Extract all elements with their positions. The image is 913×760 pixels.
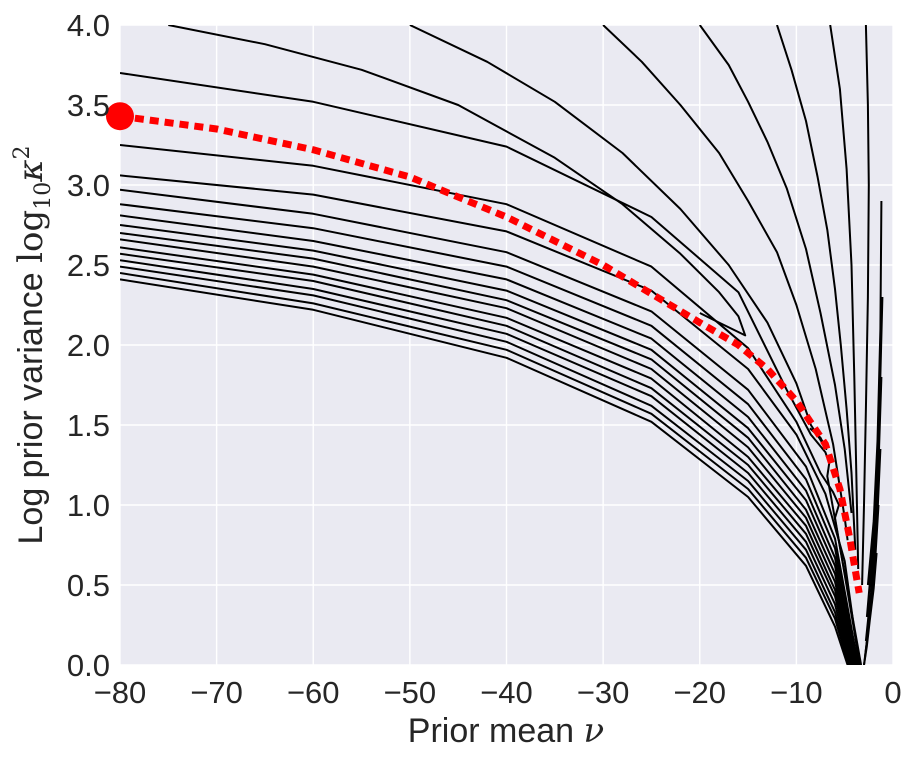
y-tick-label-2: 1.0 bbox=[67, 488, 110, 523]
contour-upper-12 bbox=[863, 552, 878, 665]
y-tick-label-6: 3.0 bbox=[67, 168, 110, 203]
y-axis-log-subscript: 10 bbox=[31, 182, 56, 210]
x-axis-label-text: Prior mean bbox=[408, 712, 574, 750]
x-tick-label-5: −30 bbox=[577, 675, 630, 710]
contour-lower-11 bbox=[120, 188, 860, 665]
y-tick-label-5: 2.5 bbox=[67, 248, 110, 283]
contour-upper-5 bbox=[829, 25, 860, 570]
contour-upper-3 bbox=[698, 25, 853, 514]
y-tick-label-4: 2.0 bbox=[67, 328, 110, 363]
contour-upper-8 bbox=[865, 296, 884, 618]
contour-upper-9 bbox=[864, 376, 883, 642]
y-axis-superscript: 2 bbox=[10, 145, 35, 159]
contour-lower-9 bbox=[120, 214, 858, 665]
ridge-layer bbox=[106, 102, 863, 594]
contour-lower-2 bbox=[120, 265, 851, 665]
x-axis-label: Prior mean ν bbox=[408, 711, 604, 751]
contour-lower-4 bbox=[120, 252, 853, 665]
y-tick-label-3: 1.5 bbox=[67, 408, 110, 443]
y-tick-labels: 0.0 0.5 1.0 1.5 2.0 2.5 3.0 3.5 4.0 bbox=[67, 8, 110, 683]
contour-upper-4 bbox=[776, 25, 857, 550]
y-tick-label-1: 0.5 bbox=[67, 568, 110, 603]
y-tick-label-0: 0.0 bbox=[67, 648, 110, 683]
x-tick-label-6: −20 bbox=[673, 675, 726, 710]
gridlines bbox=[119, 24, 894, 666]
contour-lower-14 bbox=[120, 72, 863, 665]
start-marker bbox=[106, 102, 134, 131]
contour-lower-3 bbox=[120, 259, 852, 665]
contour-lower-10 bbox=[120, 203, 859, 665]
contour-lower-7 bbox=[120, 232, 856, 665]
contour-upper-6 bbox=[861, 25, 870, 586]
x-tick-labels: −80 −70 −60 −50 −40 −30 −20 −10 0 bbox=[94, 675, 902, 710]
x-tick-label-8: 0 bbox=[884, 675, 901, 710]
x-tick-label-2: −60 bbox=[287, 675, 340, 710]
x-axis-symbol: ν bbox=[584, 711, 605, 751]
contour-lower-6 bbox=[120, 238, 855, 665]
y-axis-label-text: Log prior variance bbox=[12, 272, 50, 544]
contour-lower-0 bbox=[120, 278, 849, 665]
contour-lower-8 bbox=[120, 224, 857, 665]
x-tick-label-7: −10 bbox=[770, 675, 823, 710]
y-axis-label: Log prior variance log10κ2 bbox=[10, 145, 56, 544]
ridge-line bbox=[119, 112, 863, 594]
y-axis-log: log bbox=[11, 210, 51, 263]
x-tick-label-4: −40 bbox=[480, 675, 533, 710]
y-axis-symbol: κ bbox=[11, 159, 51, 182]
contour-upper-0 bbox=[168, 25, 747, 337]
y-tick-label-7: 3.5 bbox=[67, 88, 110, 123]
x-tick-label-0: −80 bbox=[94, 675, 147, 710]
contour-lower-1 bbox=[120, 272, 850, 665]
x-tick-label-3: −50 bbox=[384, 675, 437, 710]
x-tick-label-1: −70 bbox=[190, 675, 243, 710]
contour-lower-5 bbox=[120, 246, 854, 665]
y-tick-label-8: 4.0 bbox=[67, 8, 110, 43]
